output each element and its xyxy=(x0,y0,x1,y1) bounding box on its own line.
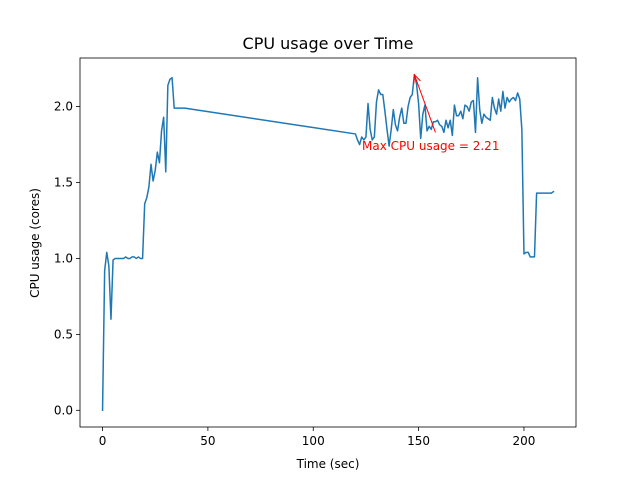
chart-title: CPU usage over Time xyxy=(243,34,414,53)
y-tick-label: 2.0 xyxy=(54,100,73,114)
series-line-0 xyxy=(101,73,555,412)
x-axis-label: Time (sec) xyxy=(296,457,360,471)
x-tick-label: 0 xyxy=(99,434,107,448)
annotation-arrow-shaft xyxy=(413,74,436,133)
y-tick-label: 0.0 xyxy=(54,403,73,417)
y-tick-label: 1.5 xyxy=(54,176,73,190)
x-tick-label: 150 xyxy=(407,434,430,448)
max-cpu-annotation: Max CPU usage = 2.21 xyxy=(362,139,499,153)
x-tick-label: 200 xyxy=(513,434,536,448)
x-tick-label: 100 xyxy=(302,434,325,448)
y-tick-label: 1.0 xyxy=(54,251,73,265)
y-axis-label: CPU usage (cores) xyxy=(28,188,42,298)
axes-frame xyxy=(79,57,577,428)
annotation-arrow-head xyxy=(413,73,421,84)
x-tick-label: 50 xyxy=(200,434,215,448)
y-tick-label: 0.5 xyxy=(54,327,73,341)
plot-area: 0 50 100 150 200 0.0 0.5 1.0 1.5 2.0 Max CPU usage… xyxy=(54,57,577,448)
